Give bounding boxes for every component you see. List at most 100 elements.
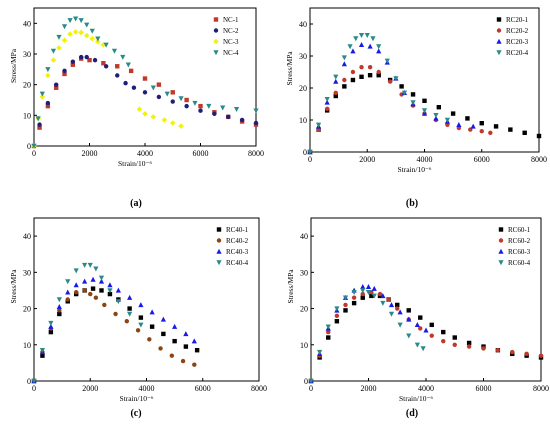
data-point	[233, 107, 240, 112]
data-point	[422, 98, 427, 103]
series-RC60-1	[308, 293, 544, 384]
legend-entry: NC-2	[223, 27, 239, 35]
data-point	[358, 42, 365, 47]
data-point	[31, 143, 37, 149]
data-point	[429, 333, 434, 338]
data-point	[95, 38, 101, 45]
y-tick-label: 20	[23, 81, 31, 90]
legend-entry: RC40-3	[226, 248, 249, 256]
data-point	[360, 284, 366, 290]
data-point	[57, 308, 62, 313]
y-tick-label: 40	[23, 232, 31, 241]
chart-panel-4: 0 2000 4000 6000 8000 0 10 20 30 40 Strain/10⁻⁶ Str…	[286, 217, 549, 419]
data-point	[470, 123, 476, 129]
data-point	[131, 85, 137, 90]
data-point	[57, 311, 62, 317]
data-point	[156, 94, 162, 100]
data-point	[35, 116, 41, 122]
data-point	[342, 295, 349, 301]
x-tick-label: 4000	[417, 155, 433, 164]
x-axis-label: Strain/10⁻⁶	[118, 159, 152, 168]
x-tick-label: 4000	[418, 384, 434, 393]
data-point	[376, 69, 381, 75]
data-point	[164, 91, 170, 97]
data-point	[369, 293, 374, 299]
data-point	[136, 106, 143, 112]
data-point	[82, 288, 87, 293]
data-point	[367, 65, 373, 70]
data-point	[48, 320, 54, 326]
data-point	[54, 82, 59, 87]
data-point	[45, 103, 51, 109]
legend-marker	[496, 38, 502, 44]
data-point	[82, 278, 88, 284]
data-point	[102, 302, 107, 308]
data-point	[161, 331, 166, 337]
data-point	[365, 290, 372, 296]
data-point	[125, 62, 131, 68]
x-axis-label: Strain/10⁻⁶	[119, 394, 153, 403]
data-point	[334, 313, 340, 318]
y-tick-label: 20	[299, 84, 307, 93]
data-point	[93, 266, 99, 272]
y-tick-label: 20	[23, 305, 31, 314]
data-point	[78, 54, 84, 60]
y-tick-label: 30	[23, 268, 31, 277]
data-point	[54, 85, 59, 90]
data-point	[67, 31, 73, 37]
data-point	[370, 36, 376, 42]
data-point	[333, 90, 338, 96]
data-point	[170, 99, 175, 104]
data-point	[142, 111, 148, 117]
series-RC20-3	[307, 42, 476, 155]
data-point	[149, 324, 155, 329]
data-point	[39, 348, 46, 354]
y-tick-label: 40	[299, 20, 307, 29]
data-point	[358, 33, 365, 38]
data-point	[150, 114, 157, 120]
data-point	[169, 120, 176, 126]
data-point	[147, 337, 152, 342]
y-tick-label: 40	[23, 19, 31, 28]
data-point	[103, 64, 109, 69]
data-point	[397, 322, 403, 328]
data-point	[341, 61, 347, 67]
legend-entry: RC60-4	[508, 259, 531, 267]
legend-entry: RC40-2	[226, 237, 249, 245]
data-point	[93, 295, 99, 300]
legend-marker	[498, 227, 504, 232]
data-point	[433, 113, 439, 118]
data-point	[115, 299, 121, 305]
data-point	[395, 306, 400, 311]
data-point	[333, 74, 339, 80]
data-point	[406, 316, 412, 322]
y-tick-label: 30	[299, 52, 307, 61]
legend-entry: RC40-4	[226, 259, 249, 267]
data-point	[65, 297, 70, 302]
data-point	[170, 90, 175, 95]
data-point	[324, 106, 330, 112]
data-point	[441, 338, 446, 344]
data-point	[73, 268, 79, 274]
x-axis-label: Strain/10⁻⁶	[399, 394, 433, 403]
data-point	[95, 36, 101, 42]
data-point	[350, 48, 356, 54]
data-point	[418, 326, 423, 331]
data-point	[90, 286, 96, 291]
data-point	[388, 311, 395, 317]
legend-marker	[498, 238, 504, 243]
y-tick-label: 30	[23, 50, 31, 59]
data-point	[192, 100, 198, 106]
data-point	[423, 327, 429, 333]
data-point	[342, 77, 347, 83]
data-point	[397, 309, 403, 315]
x-tick-label: 0	[32, 149, 36, 158]
data-point	[351, 290, 357, 296]
data-point	[169, 353, 175, 358]
data-point	[444, 117, 450, 123]
chart-panel-3: 0 2000 4000 6000 8000 0 10 20 30 40 Strain/10⁻⁶ Str…	[9, 217, 267, 419]
data-point	[50, 48, 57, 54]
data-point	[56, 34, 62, 40]
data-point	[376, 44, 382, 50]
legend-marker	[498, 248, 504, 254]
